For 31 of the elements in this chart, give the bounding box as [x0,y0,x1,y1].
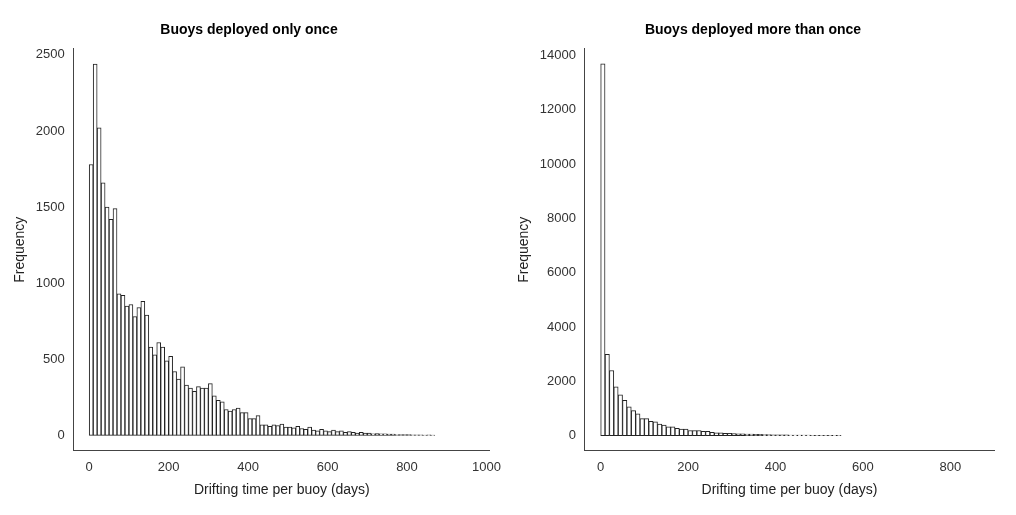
y-tick-label: 500 [43,350,65,366]
x-tick-label: 800 [396,458,418,474]
y-axis-title: Frequency [11,216,28,283]
chart-title: Buoys deployed more than once [644,21,862,38]
y-tick-label: 2500 [35,46,65,62]
x-tick-label: 400 [764,458,787,474]
chart-title: Buoys deployed only once [160,21,338,38]
y-tick-label: 14000 [539,47,576,63]
x-tick-label: 200 [677,458,699,474]
y-tick-label: 8000 [547,210,576,226]
y-tick-label: 2000 [547,372,576,388]
x-tick-label: 400 [237,458,259,474]
x-tick-label: 200 [157,458,180,474]
x-tick-label: 800 [939,458,962,474]
x-tick-label: 0 [597,458,605,474]
x-tick-label: 600 [316,458,339,474]
x-tick-label: 1000 [471,458,501,474]
y-tick-label: 1000 [35,274,65,290]
y-tick-label: 0 [57,426,65,442]
x-tick-label: 0 [85,458,93,474]
y-tick-label: 12000 [539,101,576,117]
x-axis-title: Drifting time per buoy (days) [193,481,370,498]
y-tick-label: 6000 [547,264,576,280]
x-axis-title: Drifting time per buoy (days) [701,481,878,498]
y-tick-label: 4000 [547,318,576,334]
y-tick-label: 2000 [35,122,65,138]
y-axis-title: Frequency [515,216,532,283]
y-tick-label: 10000 [539,155,576,171]
y-tick-label: 1500 [35,198,65,214]
x-tick-label: 600 [852,458,874,474]
y-tick-label: 0 [568,427,576,443]
